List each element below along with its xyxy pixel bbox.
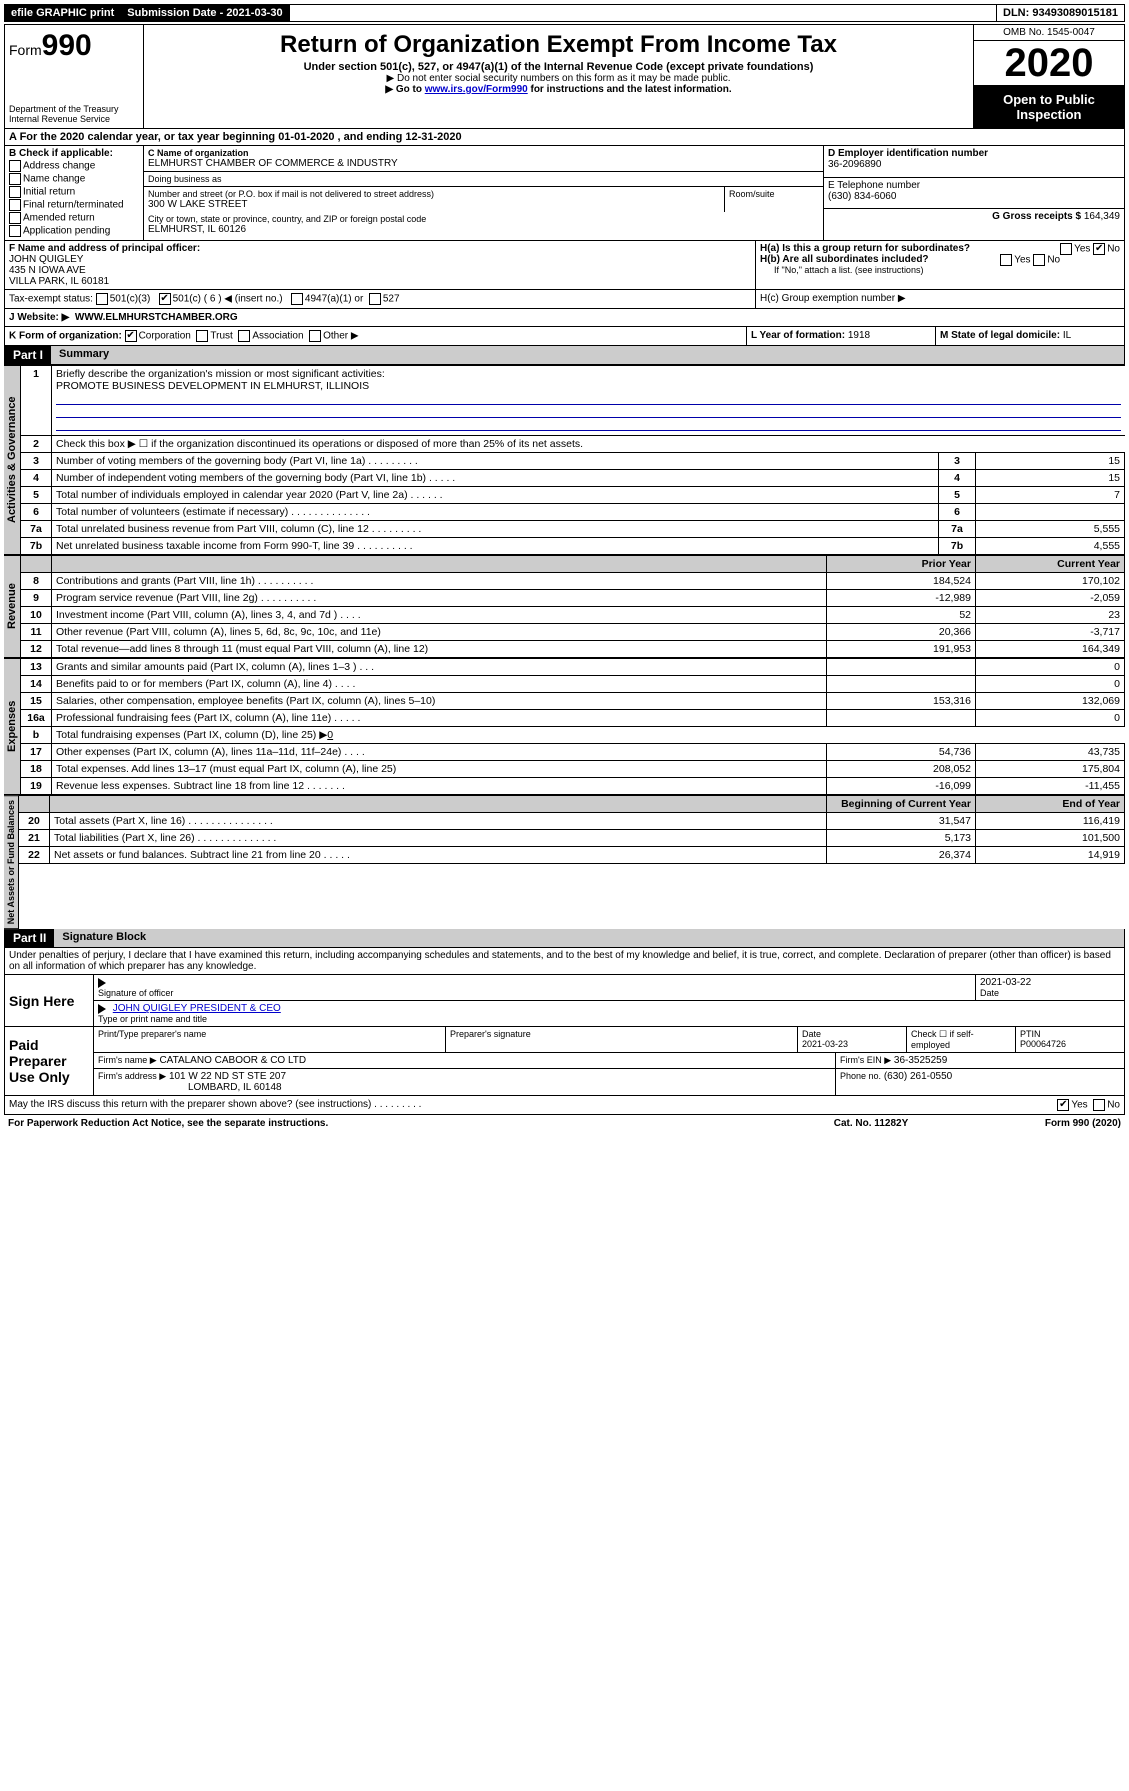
triangle-icon	[98, 978, 106, 988]
revenue-table: Prior YearCurrent Year 8Contributions an…	[21, 555, 1125, 658]
box-c: C Name of organization ELMHURST CHAMBER …	[144, 146, 823, 240]
governance-table: 1 Briefly describe the organization's mi…	[21, 365, 1125, 555]
gross-receipts: 164,349	[1084, 211, 1120, 222]
tax-year: 2020	[974, 41, 1124, 86]
signer-name: JOHN QUIGLEY PRESIDENT & CEO	[113, 1003, 281, 1014]
ein: 36-2096890	[828, 159, 1120, 170]
form-header: Form990 Department of the Treasury Inter…	[4, 24, 1125, 129]
right-col: D Employer identification number 36-2096…	[823, 146, 1124, 240]
cb-amended[interactable]: Amended return	[9, 212, 139, 224]
footer: For Paperwork Reduction Act Notice, see …	[4, 1115, 1125, 1132]
form-title: Return of Organization Exempt From Incom…	[148, 31, 969, 59]
tax-exempt: Tax-exempt status: 501(c)(3) 501(c) ( 6 …	[5, 290, 755, 308]
cb-name-change[interactable]: Name change	[9, 173, 139, 185]
phone: (630) 834-6060	[828, 191, 1120, 202]
omb-number: OMB No. 1545-0047	[974, 25, 1124, 41]
submission-date: Submission Date - 2021-03-30	[121, 5, 289, 21]
tab-expenses: Expenses	[4, 658, 21, 795]
dln: DLN: 93493089015181	[996, 5, 1124, 21]
website: WWW.ELMHURSTCHAMBER.ORG	[75, 312, 238, 323]
part1-title: Summary	[51, 346, 1124, 364]
info-grid: B Check if applicable: Address change Na…	[4, 146, 1125, 241]
tab-netassets: Net Assets or Fund Balances	[4, 795, 19, 929]
form-number: Form990	[9, 29, 139, 63]
tab-revenue: Revenue	[4, 555, 21, 658]
org-street: 300 W LAKE STREET	[148, 199, 720, 210]
org-city: ELMHURST, IL 60126	[148, 224, 819, 235]
efile-label: efile GRAPHIC print	[5, 5, 121, 21]
dept-line1: Department of the Treasury	[9, 104, 139, 114]
box-k: K Form of organization: Corporation Trus…	[5, 327, 746, 345]
form-note2: ▶ Go to www.irs.gov/Form990 for instruct…	[148, 84, 969, 95]
org-name: ELMHURST CHAMBER OF COMMERCE & INDUSTRY	[148, 158, 819, 169]
section-a: A For the 2020 calendar year, or tax yea…	[4, 129, 1125, 146]
cb-pending[interactable]: Application pending	[9, 225, 139, 237]
efile-topbar: efile GRAPHIC print Submission Date - 20…	[4, 4, 1125, 22]
expenses-table: 13Grants and similar amounts paid (Part …	[21, 658, 1125, 795]
cb-initial-return[interactable]: Initial return	[9, 186, 139, 198]
website-row: J Website: ▶ WWW.ELMHURSTCHAMBER.ORG	[5, 309, 1124, 326]
cb-address-change[interactable]: Address change	[9, 160, 139, 172]
perjury-statement: Under penalties of perjury, I declare th…	[4, 948, 1125, 975]
netassets-table: Beginning of Current YearEnd of Year 20T…	[19, 795, 1125, 864]
officer-name: JOHN QUIGLEY	[9, 254, 751, 265]
triangle-icon	[98, 1004, 106, 1014]
mission: PROMOTE BUSINESS DEVELOPMENT IN ELMHURST…	[56, 380, 369, 392]
sign-here-block: Sign Here Signature of officer 2021-03-2…	[4, 975, 1125, 1027]
form-subtitle: Under section 501(c), 527, or 4947(a)(1)…	[148, 61, 969, 73]
cb-final-return[interactable]: Final return/terminated	[9, 199, 139, 211]
form-note1: ▶ Do not enter social security numbers o…	[148, 73, 969, 84]
open-public: Open to Public Inspection	[974, 86, 1124, 128]
part1-header: Part I	[5, 346, 51, 364]
part2-title: Signature Block	[54, 929, 1124, 947]
paid-preparer-block: Paid Preparer Use Only Print/Type prepar…	[4, 1027, 1125, 1096]
irs-link[interactable]: www.irs.gov/Form990	[425, 84, 528, 95]
part2-header: Part II	[5, 929, 54, 947]
tab-governance: Activities & Governance	[4, 365, 21, 555]
dept-line2: Internal Revenue Service	[9, 114, 139, 124]
box-b: B Check if applicable: Address change Na…	[5, 146, 144, 240]
